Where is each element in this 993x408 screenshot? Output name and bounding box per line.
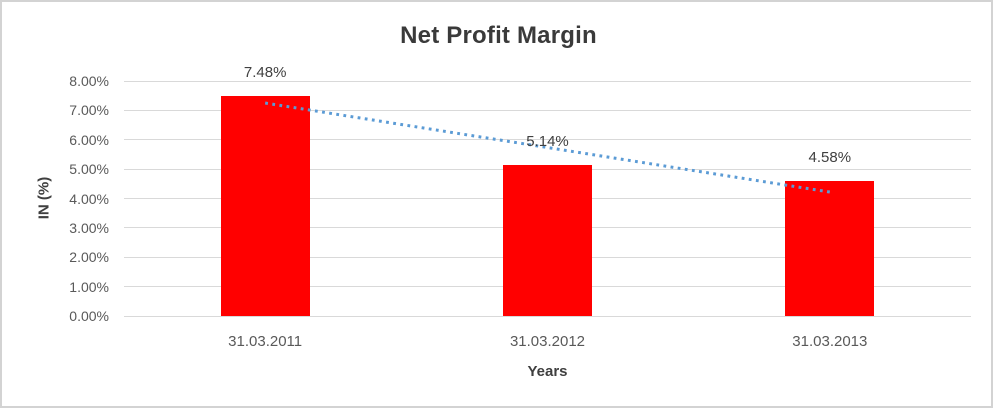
data-label: 4.58% [808, 149, 852, 167]
y-tick-label: 4.00% [69, 190, 109, 207]
y-tick-label: 8.00% [69, 73, 109, 89]
y-tick-label: 3.00% [69, 219, 109, 236]
bar-31.03.2012 [503, 165, 592, 316]
x-tick-label: 31.03.2011 [228, 333, 303, 350]
y-tick-label: 1.00% [69, 278, 109, 295]
y-tick-label: 0.00% [69, 308, 109, 324]
bar-31.03.2013 [785, 181, 875, 316]
bar-31.03.2011 [220, 96, 310, 316]
y-tick-label: 6.00% [69, 131, 109, 148]
data-label: 5.14% [526, 133, 569, 150]
gridline [124, 139, 971, 141]
gridline [124, 80, 971, 82]
y-tick-label: 2.00% [69, 249, 109, 266]
trendline [264, 101, 831, 194]
gridline [124, 109, 971, 111]
y-tick-label: 5.00% [69, 161, 109, 178]
x-axis-title: Years [527, 363, 568, 380]
trendline-path [264, 101, 831, 194]
y-tick-label: 7.00% [69, 102, 109, 119]
chart-title: Net Profit Margin [400, 22, 597, 49]
x-tick-label: 31.03.2012 [509, 333, 586, 350]
data-label: 7.48% [243, 64, 287, 82]
plot-area: 7.48% 5.14% 4.58% [124, 64, 971, 317]
x-tick-label: 31.03.2013 [792, 333, 868, 350]
gridline [124, 315, 971, 317]
